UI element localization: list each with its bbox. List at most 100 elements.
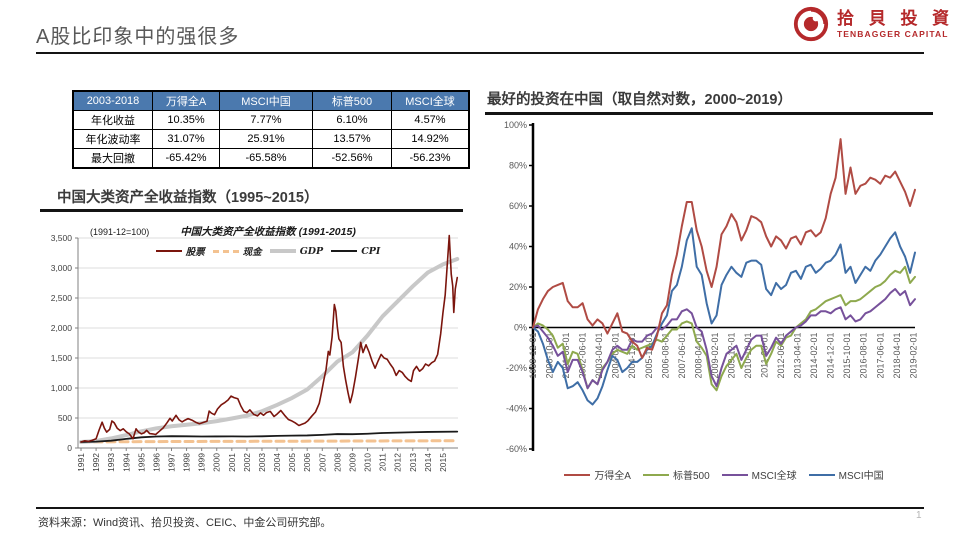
svg-text:2,000: 2,000 xyxy=(51,323,73,333)
left-chart: 股票 现金 GDP CPI 0 500 1,000 1,500 2,000 2,500 3,000… xyxy=(40,222,470,490)
svg-text:2013-04-01: 2013-04-01 xyxy=(793,333,803,379)
table-cell: -56.23% xyxy=(391,148,470,169)
svg-text:1999: 1999 xyxy=(197,453,207,472)
svg-text:2007-06-01: 2007-06-01 xyxy=(677,333,687,379)
svg-text:1996: 1996 xyxy=(151,453,161,472)
china-asset-classes-chart: 0 500 1,000 1,500 2,000 2,500 3,000 3,500 1991 19… xyxy=(51,225,460,472)
svg-text:80%: 80% xyxy=(509,161,527,171)
svg-text:2005: 2005 xyxy=(287,453,297,472)
svg-text:0: 0 xyxy=(67,443,72,453)
table-cell: 7.77% xyxy=(219,110,313,130)
svg-text:-60%: -60% xyxy=(506,444,527,454)
svg-text:1994: 1994 xyxy=(121,453,131,472)
right-chart-title: 最好的投资在中国（取自然对数，2000~2019） xyxy=(487,92,792,108)
table-cell: 年化收益 xyxy=(72,110,153,130)
right-chart-legend: 万得全A 标普500 MSCI全球 MSCI中国 xyxy=(533,467,915,482)
svg-text:2008: 2008 xyxy=(332,453,342,472)
table-cell: -52.56% xyxy=(312,148,392,169)
logo-name-cn: 拾 貝 投 資 xyxy=(837,8,955,28)
svg-text:2009: 2009 xyxy=(347,453,357,472)
svg-text:2007: 2007 xyxy=(317,453,327,472)
svg-text:60%: 60% xyxy=(509,201,527,211)
legend-item: 现金 xyxy=(212,244,262,258)
svg-text:2015-10-01: 2015-10-01 xyxy=(842,333,852,379)
right-chart: 万得全A 标普500 MSCI全球 MSCI中国 -60% -40% -20% 0% 20% 4… xyxy=(485,115,940,497)
legend-item: 标普500 xyxy=(642,467,710,482)
svg-text:2014-12-01: 2014-12-01 xyxy=(826,333,836,379)
source-note: 资料来源：Wind资讯、拾贝投资、CEIC、中金公司研究部。 xyxy=(38,517,332,529)
svg-text:100%: 100% xyxy=(504,120,527,130)
footer-divider xyxy=(36,507,924,509)
table-row: 年化收益 10.35% 7.77% 6.10% 4.57% xyxy=(72,110,470,130)
svg-text:500: 500 xyxy=(58,413,72,423)
svg-text:2011: 2011 xyxy=(378,453,388,472)
svg-text:2009-02-01: 2009-02-01 xyxy=(710,333,720,379)
table-cell: 31.07% xyxy=(152,129,220,149)
svg-text:2004-12-01: 2004-12-01 xyxy=(627,333,637,379)
legend-item: MSCI全球 xyxy=(721,467,797,482)
svg-text:2013: 2013 xyxy=(408,453,418,472)
svg-text:1995: 1995 xyxy=(136,453,146,472)
svg-text:40%: 40% xyxy=(509,242,527,252)
svg-text:1997: 1997 xyxy=(166,453,176,472)
table-row: 年化波动率 31.07% 25.91% 13.57% 14.92% xyxy=(72,129,470,149)
right-title-underline xyxy=(485,112,933,115)
legend-item: MSCI中国 xyxy=(808,467,884,482)
svg-text:2016-08-01: 2016-08-01 xyxy=(859,333,869,379)
legend-item: 万得全A xyxy=(564,467,631,482)
svg-text:2014-02-01: 2014-02-01 xyxy=(809,333,819,379)
svg-text:中国大类资产全收益指数 (1991-2015): 中国大类资产全收益指数 (1991-2015) xyxy=(180,225,356,238)
page-title: A股比印象中的强很多 xyxy=(36,26,240,48)
svg-text:2003-04-01: 2003-04-01 xyxy=(594,333,604,379)
table-cell: 4.57% xyxy=(391,110,470,130)
header-divider xyxy=(36,52,924,54)
svg-text:2006: 2006 xyxy=(302,453,312,472)
svg-text:1993: 1993 xyxy=(106,453,116,472)
svg-text:1992: 1992 xyxy=(91,453,101,472)
left-title-underline xyxy=(40,209,463,212)
table-header-cell: MSCI全球 xyxy=(391,90,470,111)
svg-text:3,000: 3,000 xyxy=(51,263,73,273)
svg-text:1991: 1991 xyxy=(76,453,86,472)
svg-text:2017-06-01: 2017-06-01 xyxy=(875,333,885,379)
svg-text:2000: 2000 xyxy=(212,453,222,472)
svg-text:2004: 2004 xyxy=(272,453,282,472)
best-investment-in-china-chart: -60% -40% -20% 0% 20% 40% 60% 80% 100% 1999-12-01… xyxy=(504,120,918,454)
table-cell: 最大回撤 xyxy=(72,148,153,169)
svg-text:1,500: 1,500 xyxy=(51,353,73,363)
svg-text:2003: 2003 xyxy=(257,453,267,472)
svg-text:3,500: 3,500 xyxy=(51,233,73,243)
left-chart-title: 中国大类资产全收益指数（1995~2015） xyxy=(57,190,319,206)
svg-text:2002: 2002 xyxy=(242,453,252,472)
legend-item: GDP xyxy=(269,246,323,257)
svg-text:2005-10-01: 2005-10-01 xyxy=(644,333,654,379)
table-cell: 10.35% xyxy=(152,110,220,130)
table-cell: 25.91% xyxy=(219,129,313,149)
svg-text:2018-04-01: 2018-04-01 xyxy=(892,333,902,379)
table-header-cell: 标普500 xyxy=(312,90,392,111)
svg-text:2019-02-01: 2019-02-01 xyxy=(908,333,918,379)
table-cell: 14.92% xyxy=(391,129,470,149)
svg-text:2008-04-01: 2008-04-01 xyxy=(693,333,703,379)
table-cell: -65.42% xyxy=(152,148,220,169)
svg-text:2006-08-01: 2006-08-01 xyxy=(660,333,670,379)
svg-text:2012-06-01: 2012-06-01 xyxy=(776,333,786,379)
svg-text:1998: 1998 xyxy=(182,453,192,472)
svg-text:2012: 2012 xyxy=(393,453,403,472)
table-header-cell: 2003-2018 xyxy=(72,90,153,111)
svg-text:-20%: -20% xyxy=(506,363,527,373)
svg-text:2009-12-01: 2009-12-01 xyxy=(726,333,736,379)
left-chart-legend: 股票 现金 GDP CPI xyxy=(78,244,458,258)
svg-text:2004-02-01: 2004-02-01 xyxy=(611,333,621,379)
table-header-cell: 万得全A xyxy=(152,90,220,111)
table-header-cell: MSCI中国 xyxy=(219,90,313,111)
svg-text:2000-10-01: 2000-10-01 xyxy=(545,333,555,379)
table-cell: -65.58% xyxy=(219,148,313,169)
svg-text:2014: 2014 xyxy=(423,453,433,472)
logo-name-en: TENBAGGER CAPITAL xyxy=(837,29,949,40)
logo-text: 拾 貝 投 資 TENBAGGER CAPITAL xyxy=(837,9,954,40)
table-cell: 13.57% xyxy=(312,129,392,149)
tenbagger-logo-icon xyxy=(793,6,829,42)
svg-text:2001: 2001 xyxy=(227,453,237,472)
